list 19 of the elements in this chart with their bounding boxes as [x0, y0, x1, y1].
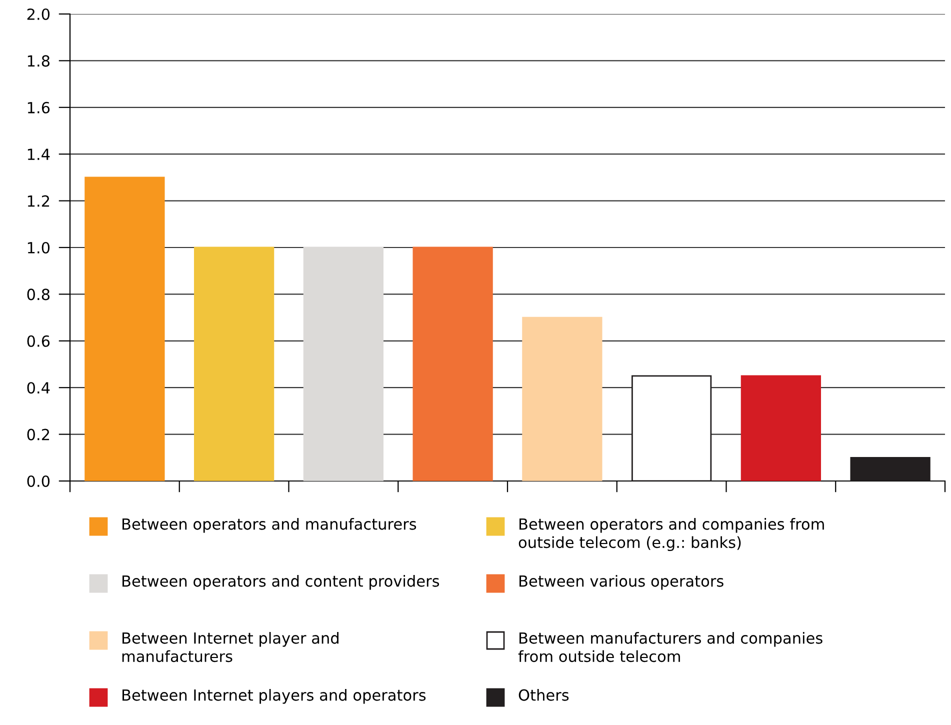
y-tick-label: 1.6: [28, 102, 50, 114]
legend-label: Between manufacturers and companies from outside telecom: [518, 632, 822, 662]
y-tick-label: 0.0: [27, 475, 50, 488]
y-tick-label: 1.8: [28, 55, 50, 67]
y-tick-label: 0.8: [27, 288, 50, 300]
y-tick-label: 1.2: [28, 195, 50, 207]
y-tick-label: 1.0: [28, 242, 50, 254]
legend-label: Others: [518, 689, 569, 701]
y-tick-label: 1.4: [28, 148, 50, 160]
y-tick-label: 0.2: [27, 428, 50, 440]
legend-label: Between operators and manufacturers: [122, 518, 416, 533]
y-tick-label: 0.4: [27, 382, 50, 394]
y-tick-label: 2.0: [27, 8, 50, 20]
legend-label: Between Internet player and manufacturers: [122, 632, 338, 662]
legend-label: Between operators and content providers: [122, 575, 440, 590]
y-tick-label: 0.6: [27, 335, 50, 347]
legend-label: Between operators and companies from outside telecom (e.g.: banks): [518, 518, 824, 552]
legend-label: Between Internet players and operators: [122, 689, 426, 704]
legend-label: Between various operators: [520, 575, 724, 590]
